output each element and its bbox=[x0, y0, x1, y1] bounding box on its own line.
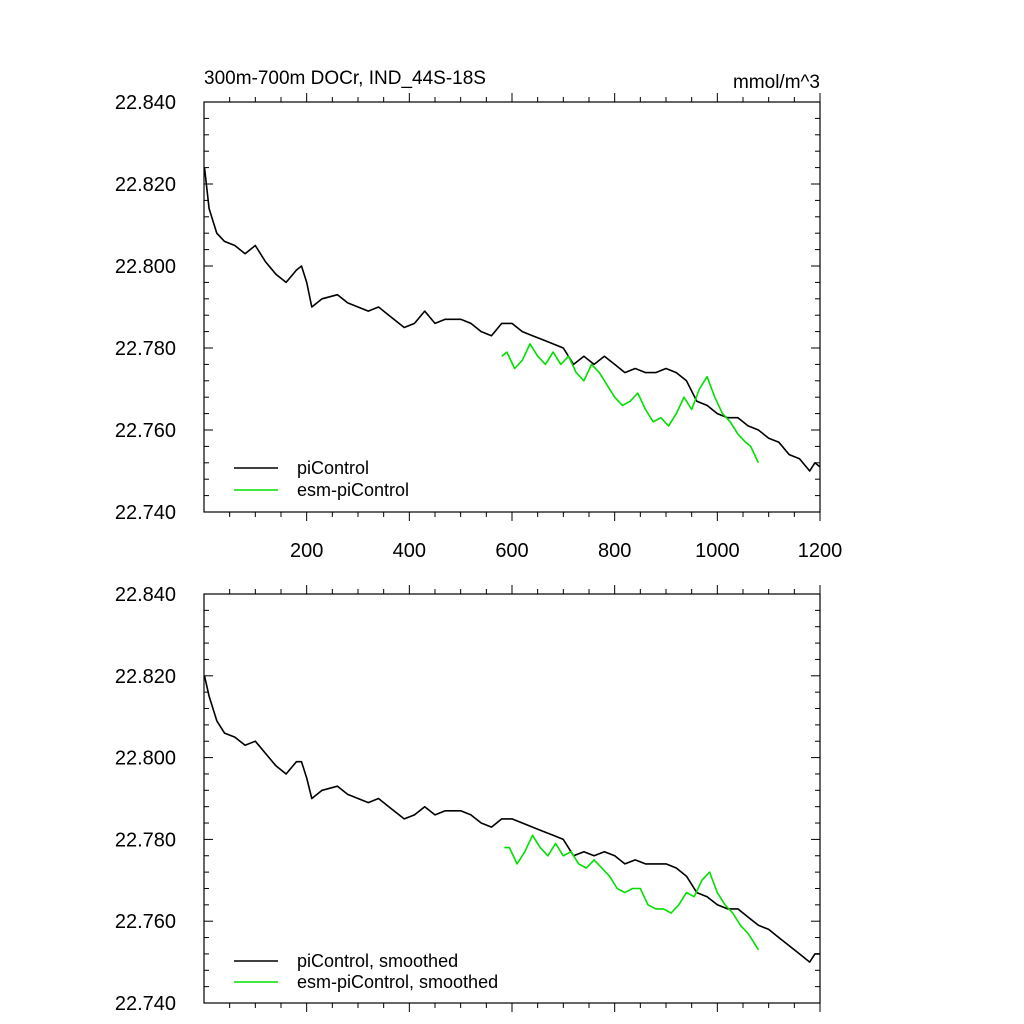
legend-label: piControl, smoothed bbox=[297, 951, 458, 971]
chart-title: 300m-700m DOCr, IND_44S-18S bbox=[204, 68, 486, 89]
x-tick-label: 400 bbox=[393, 540, 426, 562]
top-panel: 300m-700m DOCr, IND_44S-18S mmol/m^3 22.… bbox=[115, 68, 842, 562]
legend-label: esm-piControl, smoothed bbox=[297, 972, 498, 992]
bottom-panel: 22.840 22.820 22.800 22.780 22.760 22.740 piC… bbox=[115, 584, 821, 1015]
x-tick-label: 1000 bbox=[695, 540, 740, 562]
x-tick-label: 800 bbox=[598, 540, 631, 562]
x-tick-label: 200 bbox=[290, 540, 323, 562]
plot-frame bbox=[203, 593, 821, 1004]
y-tick-label: 22.760 bbox=[115, 911, 176, 933]
y-tick-label: 22.820 bbox=[115, 174, 176, 196]
x-tick-label: 600 bbox=[495, 540, 528, 562]
y-tick-label: 22.840 bbox=[115, 584, 176, 606]
y-tick-label: 22.820 bbox=[115, 666, 176, 688]
bottom-series bbox=[203, 675, 820, 963]
series-line-esm-picontrol bbox=[504, 834, 760, 951]
y-tick-label: 22.740 bbox=[115, 993, 176, 1015]
series-line-esm-picontrol bbox=[501, 343, 760, 464]
series-line-picontrol bbox=[203, 675, 820, 963]
y-tick-label: 22.760 bbox=[115, 420, 176, 442]
y-tick-label: 22.740 bbox=[115, 502, 176, 524]
top-series bbox=[203, 167, 821, 472]
top-axes: 22.840 22.820 22.800 22.780 22.760 22.740 200 4… bbox=[115, 92, 842, 562]
legend-label: esm-piControl bbox=[297, 480, 409, 500]
x-tick-label: 1200 bbox=[798, 540, 843, 562]
y-tick-label: 22.780 bbox=[115, 829, 176, 851]
series-line-picontrol bbox=[203, 167, 821, 472]
legend-label: piControl bbox=[297, 458, 369, 478]
y-tick-label: 22.840 bbox=[115, 92, 176, 114]
plot-frame bbox=[203, 101, 821, 513]
y-tick-label: 22.800 bbox=[115, 748, 176, 770]
y-tick-label: 22.780 bbox=[115, 338, 176, 360]
bottom-axes: 22.840 22.820 22.800 22.780 22.760 22.740 bbox=[115, 584, 821, 1015]
units-label: mmol/m^3 bbox=[733, 72, 820, 93]
y-tick-label: 22.800 bbox=[115, 256, 176, 278]
